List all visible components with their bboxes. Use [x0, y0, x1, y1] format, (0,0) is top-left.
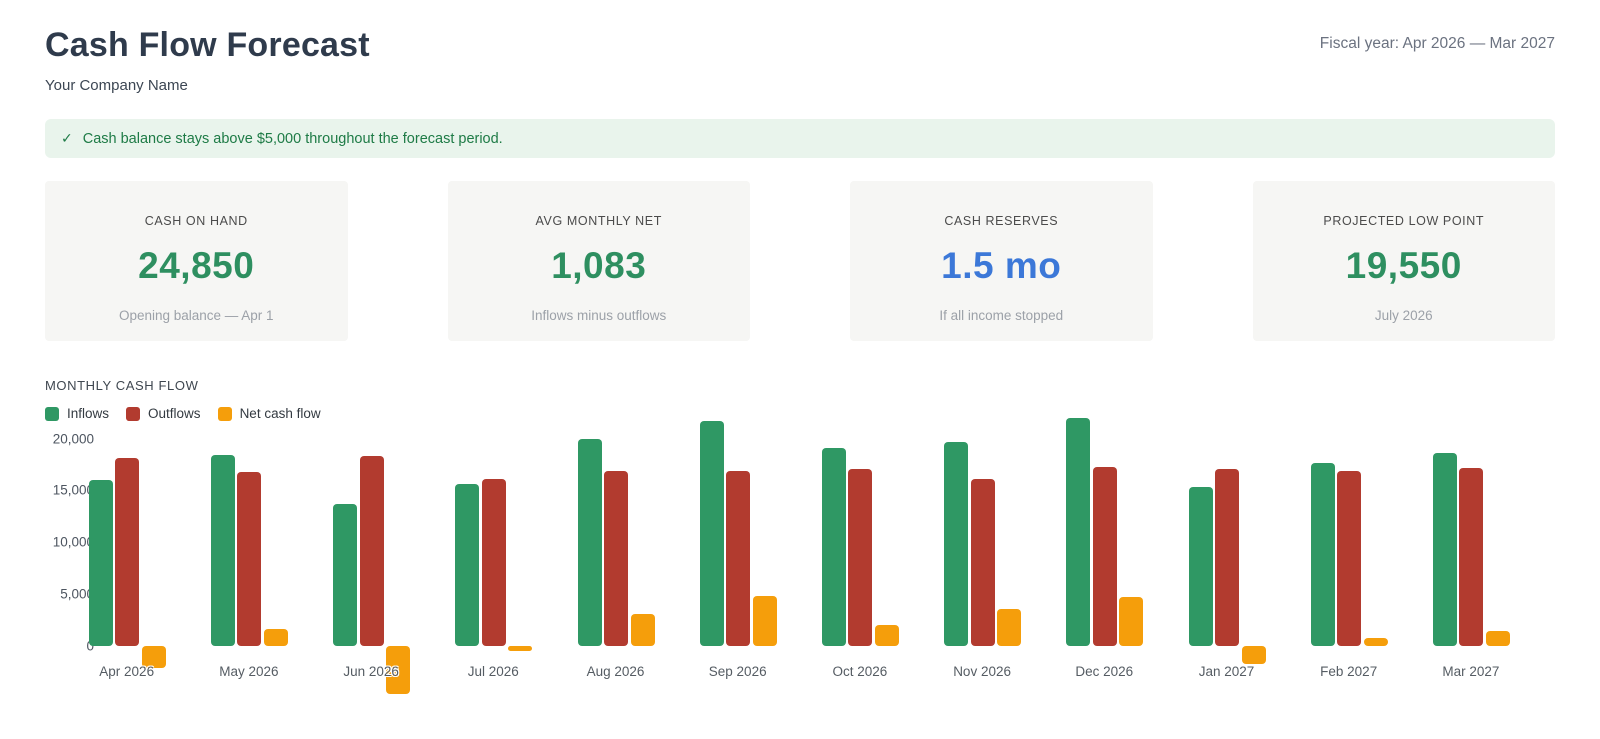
y-axis-tick-label: 20,000 — [52, 431, 94, 446]
chart-section-title: MONTHLY CASH FLOW — [45, 378, 199, 393]
x-axis-label-nov-2026: Nov 2026 — [953, 664, 1011, 679]
status-banner: ✓ Cash balance stays above $5,000 throug… — [45, 119, 1555, 158]
kpi-cards: CASH ON HAND 24,850 Opening balance — Ap… — [45, 181, 1555, 341]
kpi-value: 1.5 mo — [941, 245, 1062, 286]
kpi-card-projected-low-point: PROJECTED LOW POINT 19,550 July 2026 — [1252, 181, 1555, 341]
bar-outflows-sep-2026 — [726, 471, 751, 646]
bar-outflows-dec-2026 — [1092, 466, 1117, 646]
x-axis-label-aug-2026: Aug 2026 — [586, 664, 645, 679]
x-axis-label-oct-2026: Oct 2026 — [832, 664, 888, 679]
legend-label: Net cash flow — [239, 406, 321, 421]
legend-item-outflows: Outflows — [126, 406, 201, 421]
bar-outflows-jun-2026 — [359, 456, 384, 646]
y-axis-tick-label: 5,000 — [60, 586, 94, 602]
bar-inflows-feb-2027 — [1310, 462, 1335, 646]
bar-inflows-dec-2026 — [1066, 417, 1091, 646]
bar-net-cash-flow-may-2026 — [263, 629, 288, 646]
chart-legend: Inflows Outflows Net cash flow — [45, 406, 321, 421]
bar-outflows-feb-2027 — [1337, 471, 1362, 646]
kpi-value: 24,850 — [138, 245, 255, 286]
kpi-label: AVG MONTHLY NET — [535, 214, 662, 228]
bar-inflows-jan-2027 — [1188, 487, 1213, 646]
legend-label: Outflows — [148, 406, 201, 421]
x-axis-label-sep-2026: Sep 2026 — [708, 664, 767, 679]
y-axis-tick-label: 10,000 — [52, 534, 94, 550]
x-axis-label-dec-2026: Dec 2026 — [1075, 664, 1134, 679]
inflows-swatch-icon — [45, 406, 59, 421]
bar-net-cash-flow-aug-2026 — [630, 613, 655, 646]
bar-inflows-may-2026 — [210, 455, 235, 646]
bar-outflows-jul-2026 — [481, 478, 506, 646]
bar-outflows-nov-2026 — [970, 478, 995, 646]
kpi-label: CASH ON HAND — [144, 214, 248, 228]
kpi-card-avg-monthly-net: AVG MONTHLY NET 1,083 Inflows minus outf… — [447, 181, 750, 341]
x-axis-label-jul-2026: Jul 2026 — [467, 664, 519, 679]
bar-outflows-mar-2027 — [1459, 467, 1484, 646]
y-axis-tick-label: 0 — [86, 638, 94, 654]
header-left: Cash Flow Forecast Your Company Name — [45, 26, 370, 94]
bar-net-cash-flow-jan-2027 — [1241, 646, 1266, 665]
x-axis-label-apr-2026: Apr 2026 — [99, 664, 155, 679]
bar-net-cash-flow-nov-2026 — [997, 608, 1022, 646]
bar-outflows-apr-2026 — [115, 457, 140, 646]
kpi-subtext: If all income stopped — [939, 308, 1064, 323]
bar-inflows-aug-2026 — [577, 438, 602, 646]
kpi-card-cash-reserves: CASH RESERVES 1.5 mo If all income stopp… — [850, 181, 1153, 341]
page-header: Cash Flow Forecast Your Company Name Fis… — [45, 26, 1555, 94]
bar-net-cash-flow-feb-2027 — [1363, 637, 1388, 646]
bar-inflows-jul-2026 — [455, 484, 480, 646]
bar-net-cash-flow-dec-2026 — [1119, 597, 1144, 646]
company-name: Your Company Name — [45, 77, 188, 94]
kpi-card-cash-on-hand: CASH ON HAND 24,850 Opening balance — Ap… — [45, 181, 348, 341]
x-axis-label-jan-2027: Jan 2027 — [1198, 664, 1255, 679]
bar-inflows-mar-2027 — [1432, 452, 1457, 646]
chart-plot-area: 0 5,000 10,000 15,000 20,000 Apr 2026 May 2026… — [45, 412, 1555, 708]
bar-inflows-sep-2026 — [699, 421, 724, 646]
bar-outflows-oct-2026 — [848, 468, 873, 646]
status-banner-message: Cash balance stays above $5,000 througho… — [82, 130, 503, 147]
bar-net-cash-flow-sep-2026 — [752, 596, 777, 646]
bar-net-cash-flow-jul-2026 — [508, 646, 533, 652]
kpi-subtext: July 2026 — [1374, 308, 1433, 323]
x-axis-label-may-2026: May 2026 — [219, 664, 279, 679]
x-axis-label-mar-2027: Mar 2027 — [1442, 664, 1500, 679]
bar-outflows-aug-2026 — [604, 470, 628, 646]
bar-inflows-oct-2026 — [821, 447, 846, 646]
net-cash-flow-swatch-icon — [217, 406, 232, 421]
y-axis-tick-label: 15,000 — [52, 482, 94, 498]
kpi-label: CASH RESERVES — [944, 214, 1059, 228]
kpi-subtext: Inflows minus outflows — [531, 308, 667, 323]
outflows-swatch-icon — [126, 406, 141, 421]
legend-label: Inflows — [67, 406, 110, 421]
legend-item-net-cash-flow: Net cash flow — [217, 406, 321, 421]
bar-net-cash-flow-jun-2026 — [386, 646, 411, 695]
checkmark-icon: ✓ — [61, 130, 73, 146]
kpi-label: PROJECTED LOW POINT — [1323, 214, 1485, 228]
bar-inflows-jun-2026 — [333, 504, 358, 646]
bar-net-cash-flow-oct-2026 — [874, 625, 899, 646]
bar-net-cash-flow-apr-2026 — [141, 646, 166, 669]
page-title: Cash Flow Forecast — [45, 26, 370, 64]
fiscal-year-label: Fiscal year: Apr 2026 — Mar 2027 — [1319, 35, 1555, 52]
kpi-value: 1,083 — [551, 245, 647, 286]
legend-item-inflows: Inflows — [45, 406, 109, 421]
monthly-cash-flow-chart: MONTHLY CASH FLOW Inflows Outflows Net c… — [45, 378, 1555, 708]
bar-inflows-apr-2026 — [88, 480, 113, 646]
bar-outflows-may-2026 — [237, 471, 262, 646]
bar-inflows-nov-2026 — [944, 441, 969, 646]
kpi-value: 19,550 — [1345, 245, 1462, 286]
kpi-subtext: Opening balance — Apr 1 — [118, 308, 274, 323]
x-axis-label-jun-2026: Jun 2026 — [343, 664, 399, 679]
bar-net-cash-flow-mar-2027 — [1485, 630, 1510, 646]
x-axis-label-feb-2027: Feb 2027 — [1320, 664, 1378, 679]
bar-outflows-jan-2027 — [1215, 469, 1239, 646]
